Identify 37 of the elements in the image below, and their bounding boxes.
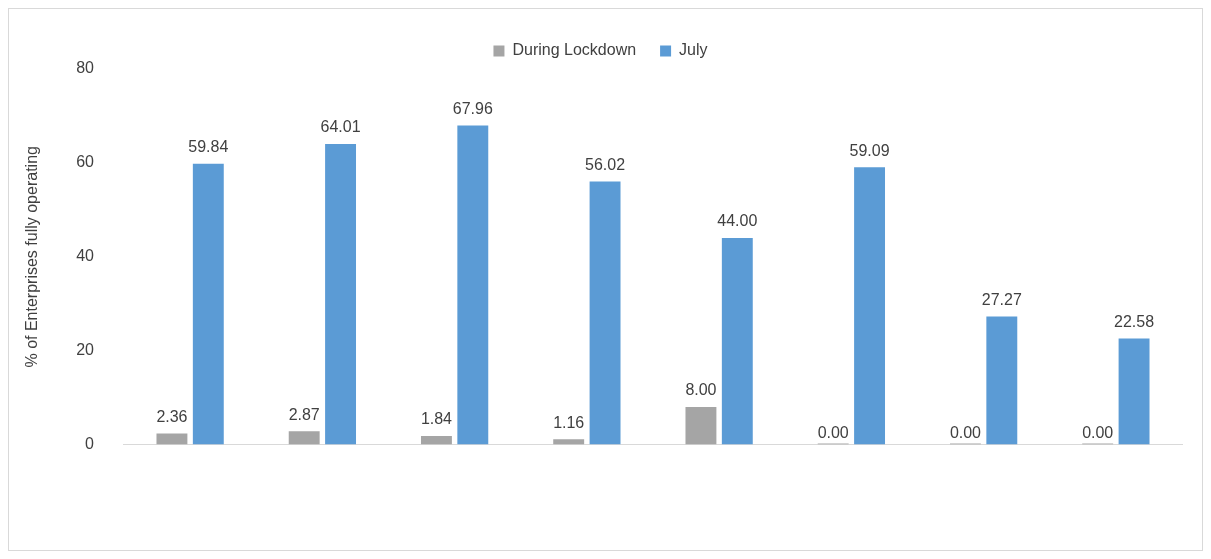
bar [156,433,188,445]
bar [685,407,717,445]
bar [1118,338,1150,445]
data-label: 27.27 [981,290,1022,308]
bar [553,439,585,445]
data-label: 56.02 [585,155,626,173]
data-label: 59.84 [188,138,229,156]
bar [457,125,489,445]
data-label: 2.36 [156,407,188,425]
legend-label: July [679,41,708,59]
data-label: 0.00 [949,424,982,442]
data-label: 1.84 [420,410,453,428]
y-tick-label: 60 [76,153,95,171]
data-label: 67.96 [452,99,493,117]
bar [589,181,621,445]
y-tick-label: 40 [76,247,95,265]
bar [854,167,886,445]
data-label: 8.00 [685,381,717,399]
bar [986,316,1018,445]
y-tick-label: 0 [85,435,95,453]
y-tick-label: 80 [76,59,95,77]
bar [721,238,753,445]
y-tick-label: 20 [76,341,95,359]
y-axis-title: % of Enterprises fully operating [23,146,41,368]
data-label: 64.01 [320,118,361,136]
data-label: 0.00 [817,424,849,442]
data-label: 0.00 [1082,424,1114,442]
data-label: 44.00 [717,212,758,230]
data-label: 1.16 [553,413,585,431]
bar [192,163,224,445]
data-label: 59.09 [849,141,890,159]
data-label: 22.58 [1114,312,1155,330]
data-label: 2.87 [288,405,320,423]
bar [420,435,452,445]
legend-label: During Lockdown [512,41,637,59]
bar [325,144,357,445]
bar [288,431,320,445]
